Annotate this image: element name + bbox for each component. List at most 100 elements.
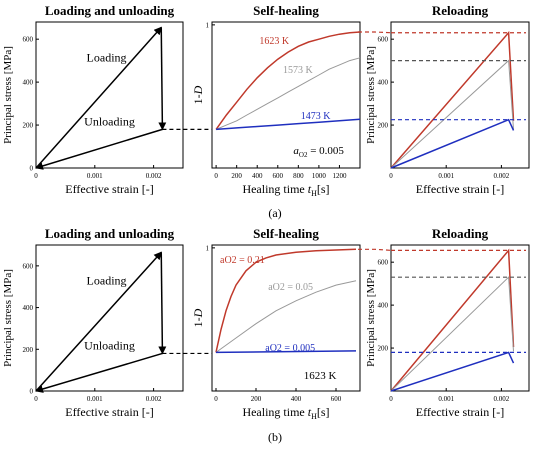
a-healing-series-gray-line [215,57,361,130]
a-healing-oxygen-var: a [293,145,299,157]
b-healing-title: Self-healing [253,226,319,241]
b-loading-y-tick-label: 200 [23,346,34,354]
b-loading-y-tick-label: 400 [23,304,34,312]
a-loading-y-tick-label: 400 [23,79,34,87]
a-healing-oxygen-sub: O2 [299,151,308,159]
b-reloading-series-blue-line [390,351,515,392]
a-healing-series-label-blue: 1473 K [301,111,332,122]
b-reloading-title: Reloading [432,226,489,241]
b-healing-x-label-unit: [s] [317,405,330,419]
a-healing-series-label-gray: 1573 K [283,65,314,76]
a-reloading-x-tick-label: 0.001 [438,172,454,180]
a-healing-series-red-line [215,31,361,130]
a-healing-x-tick-label: 1000 [312,172,327,180]
a-loading-y-tick-label: 600 [23,36,34,44]
b-reloading-series-red-line [390,248,515,392]
b-healing-y-label-var: D [191,308,205,318]
a-healing-x-tick-label: 0 [214,172,218,180]
a-healing-x-label-var: t [308,182,312,196]
b-loading-y-tick-label: 0 [30,388,34,396]
a-reloading-series-gray-line [390,59,514,169]
a-reloading-series-blue-line [390,118,515,169]
b-healing-x-axis-label: Healing time tH[s] [242,405,329,421]
b-healing-x-tick-label: 600 [331,395,342,403]
b-loading-plot-frame [35,244,184,392]
a-loading-plot-frame [35,21,184,169]
a-healing-oxygen-value: = 0.005 [307,145,344,157]
b-loading-title: Loading and unloading [45,226,175,241]
a-reloading-x-tick-label: 0 [389,172,393,180]
a-reloading-y-tick-label: 400 [378,79,389,87]
b-reloading-x-tick-label: 0 [389,395,393,403]
a-reloading-series-red-line [390,30,515,169]
row-label-b: (b) [268,430,282,444]
b-healing-y-axis-label: 1-D [191,308,205,327]
a-healing-x-tick-label: 1200 [332,172,347,180]
a-loading-unloading-arrow-back [35,128,163,170]
a-healing-plot-frame [211,21,361,169]
a-healing-y-axis-label: 1-D [191,85,205,104]
b-healing-y-tick-label: 1 [206,244,210,252]
b-reloading-x-tick-label: 0.002 [494,395,510,403]
b-healing-series-gray-line [215,280,357,353]
b-loading-y-tick-label: 600 [23,262,34,270]
b-reloading-series-gray-line [390,276,514,392]
b-loading-y-axis-label: Principal stress [MPa] [2,269,14,367]
a-reloading-plot-frame [390,21,530,169]
b-reloading-plot-frame [390,244,530,392]
a-healing-x-label-unit: [s] [317,182,330,196]
a-loading-unloading-label: Unloading [84,114,135,128]
a-reloading-y-tick-label: 600 [378,36,389,44]
b-healing-x-label-text: Healing time [242,405,307,419]
b-healing-series-label-blue: aO2 = 0.005 [265,343,315,354]
b-healing-y-label-text: 1- [191,317,205,327]
a-loading-x-tick-label: 0 [34,172,38,180]
a-healing-x-tick-label: 600 [273,172,284,180]
b-healing-series-label-red: aO2 = 0.21 [220,255,265,266]
b-healing-x-tick-label: 200 [251,395,262,403]
b-healing-temperature-annotation: 1623 K [304,370,337,382]
b-healing-series-red-line [215,248,357,353]
a-loading-title: Loading and unloading [45,3,175,18]
a-loading-x-axis-label: Effective strain [-] [65,182,153,196]
a-loading-y-axis-label: Principal stress [MPa] [2,46,14,144]
a-healing-x-label-sub: H [311,189,317,198]
b-reloading-y-axis-label: Principal stress [MPa] [365,269,377,367]
b-loading-unloading-arrow-down [158,252,167,355]
b-loading-loading-label: Loading [87,273,127,287]
b-reloading-y-tick-label: 600 [378,259,389,267]
a-reloading-x-tick-label: 0.002 [494,172,510,180]
a-reloading-title: Reloading [432,3,489,18]
a-healing-x-label-text: Healing time [242,182,307,196]
a-healing-y-label-var: D [191,85,205,95]
b-reloading-x-tick-label: 0.001 [438,395,454,403]
b-link-healing-to-reloading [358,248,392,251]
b-loading-x-tick-label: 0.002 [146,395,162,403]
a-reloading-y-tick-label: 200 [378,122,389,130]
b-loading-x-tick-label: 0.001 [87,395,103,403]
a-healing-y-tick-label: 1 [206,21,210,29]
a-reloading-x-axis-label: Effective strain [-] [416,182,504,196]
a-loading-unloading-arrow-down [158,27,167,131]
a-healing-x-axis-label: Healing time tH[s] [242,182,329,198]
b-healing-series-blue-line [215,350,357,354]
a-healing-x-tick-label: 400 [252,172,263,180]
a-healing-x-tick-label: 200 [231,172,242,180]
a-healing-y-label-text: 1- [191,94,205,104]
b-reloading-y-tick-label: 400 [378,302,389,310]
a-link-healing-to-reloading [358,31,392,34]
a-loading-y-tick-label: 0 [30,165,34,173]
a-healing-oxygen-annotation: aO2 = 0.005 [293,145,344,159]
a-healing-title: Self-healing [253,3,319,18]
b-loading-x-tick-label: 0 [34,395,38,403]
a-healing-series-label-red: 1623 K [259,36,290,47]
a-reloading-y-axis-label: Principal stress [MPa] [365,46,377,144]
a-loading-y-tick-label: 200 [23,122,34,130]
b-healing-x-label-sub: H [311,412,317,421]
b-healing-series-label-gray: aO2 = 0.05 [268,282,313,293]
a-loading-loading-label: Loading [87,50,127,64]
b-healing-x-tick-label: 400 [291,395,302,403]
b-healing-x-tick-label: 0 [214,395,218,403]
b-reloading-x-axis-label: Effective strain [-] [416,405,504,419]
